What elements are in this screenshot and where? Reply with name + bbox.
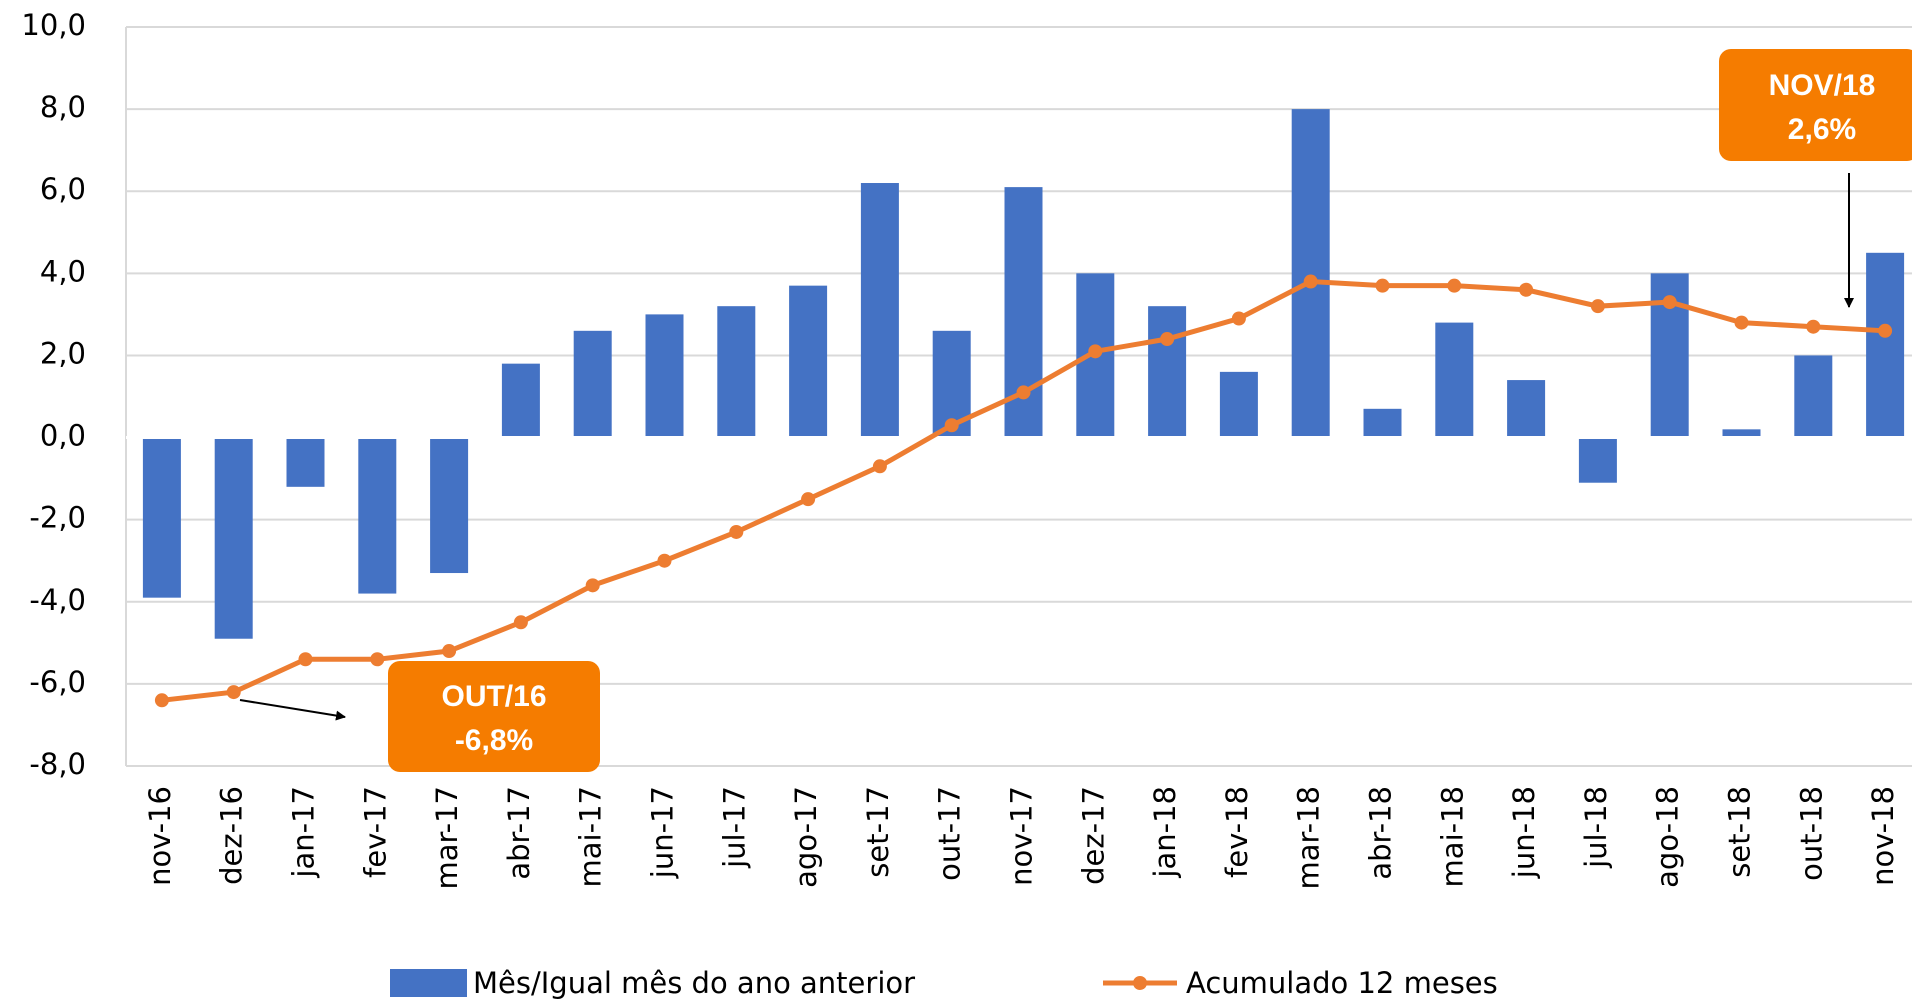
bar [573, 330, 612, 438]
bar [1722, 429, 1761, 438]
marker [1590, 299, 1605, 314]
legend: Mês/Igual mês do ano anterior Acumulado 1… [390, 966, 1498, 1000]
x-tick-label: jul-18 [1579, 786, 1613, 869]
marker [944, 418, 959, 433]
x-tick-label: fev-17 [358, 786, 392, 878]
bar [1866, 252, 1905, 438]
marker [1878, 323, 1893, 338]
marker [513, 615, 528, 630]
x-tick-label: dez-17 [1076, 786, 1110, 885]
y-tick-label: 6,0 [40, 172, 86, 206]
bar [1219, 371, 1258, 438]
x-tick-label: jun-18 [1507, 786, 1541, 879]
marker [154, 693, 169, 708]
marker [1519, 282, 1534, 297]
marker [729, 524, 744, 539]
x-tick-label: out-18 [1794, 786, 1828, 881]
y-tick-label: 0,0 [40, 419, 86, 453]
annotation-text: 2,6% [1788, 113, 1856, 146]
bar [789, 285, 828, 438]
x-tick-label: jun-17 [646, 786, 680, 879]
bar [1148, 306, 1187, 438]
annotation-box [388, 661, 600, 772]
bar [430, 437, 469, 574]
bar [142, 437, 181, 598]
bar [286, 437, 325, 487]
y-tick-label: -2,0 [29, 501, 86, 535]
x-tick-label: nov-16 [143, 786, 177, 886]
x-tick-label: mar-18 [1292, 786, 1326, 889]
marker [1734, 315, 1749, 330]
y-tick-label: 4,0 [40, 254, 86, 288]
bar [717, 306, 756, 438]
y-tick-label: 2,0 [40, 336, 86, 370]
x-tick-label: dez-16 [215, 786, 249, 885]
annotations: OUT/16 -6,8% NOV/18 2,6% [239, 49, 1912, 772]
bar [1578, 437, 1617, 483]
marker [1303, 274, 1318, 289]
marker [1375, 278, 1390, 293]
marker [1231, 311, 1246, 326]
bar [1363, 408, 1402, 438]
bar [1435, 322, 1474, 438]
legend-label: Mês/Igual mês do ano anterior [473, 966, 915, 1000]
x-tick-label: nov-18 [1866, 786, 1900, 886]
bar [1794, 355, 1833, 438]
marker [585, 578, 600, 593]
x-tick-label: ago-18 [1651, 786, 1685, 888]
marker [1662, 295, 1677, 310]
x-tick-label: jan-17 [287, 786, 321, 879]
marker [226, 685, 241, 700]
bar [860, 183, 899, 438]
marker [298, 652, 313, 667]
x-tick-label: nov-17 [1005, 786, 1039, 886]
x-tick-label: set-18 [1723, 786, 1757, 878]
x-tick-label: ago-17 [789, 786, 823, 888]
x-tick-label: abr-17 [502, 786, 536, 880]
marker [442, 644, 457, 659]
marker [1160, 332, 1175, 347]
legend-swatch [390, 969, 467, 997]
marker [1016, 385, 1031, 400]
x-tick-label: fev-18 [1220, 786, 1254, 878]
bar [645, 314, 684, 438]
marker [1806, 319, 1821, 334]
bar [501, 363, 540, 438]
y-tick-label: -4,0 [29, 583, 86, 617]
marker [801, 492, 816, 507]
marker [1088, 344, 1103, 359]
marker [1447, 278, 1462, 293]
arrow [239, 699, 346, 721]
annotation-box [1719, 49, 1912, 161]
x-tick-label: mai-17 [574, 786, 608, 887]
x-tick-label: abr-18 [1364, 786, 1398, 880]
x-tick-label: mar-17 [430, 786, 464, 889]
x-tick-label: set-17 [861, 786, 895, 878]
bar [1507, 380, 1546, 438]
y-tick-label: -6,0 [29, 665, 86, 699]
y-tick-label: -8,0 [29, 747, 86, 781]
x-tick-label: out-17 [933, 786, 967, 881]
x-tick-label: mai-18 [1435, 786, 1469, 887]
y-tick-label: 8,0 [40, 90, 86, 124]
legend-label: Acumulado 12 meses [1186, 966, 1498, 1000]
marker [657, 553, 672, 568]
legend-swatch [1133, 976, 1147, 990]
x-tick-label: jan-18 [1148, 786, 1182, 879]
y-tick-label: 10,0 [21, 8, 86, 42]
annotation-text: NOV/18 [1769, 69, 1876, 102]
annotation-text: -6,8% [455, 724, 533, 757]
bar [358, 437, 397, 594]
marker [872, 459, 887, 474]
annotation-text: OUT/16 [441, 680, 546, 713]
marker [370, 652, 385, 667]
x-tick-label: jul-17 [717, 786, 751, 869]
bar [214, 437, 253, 639]
bar [1291, 109, 1330, 438]
